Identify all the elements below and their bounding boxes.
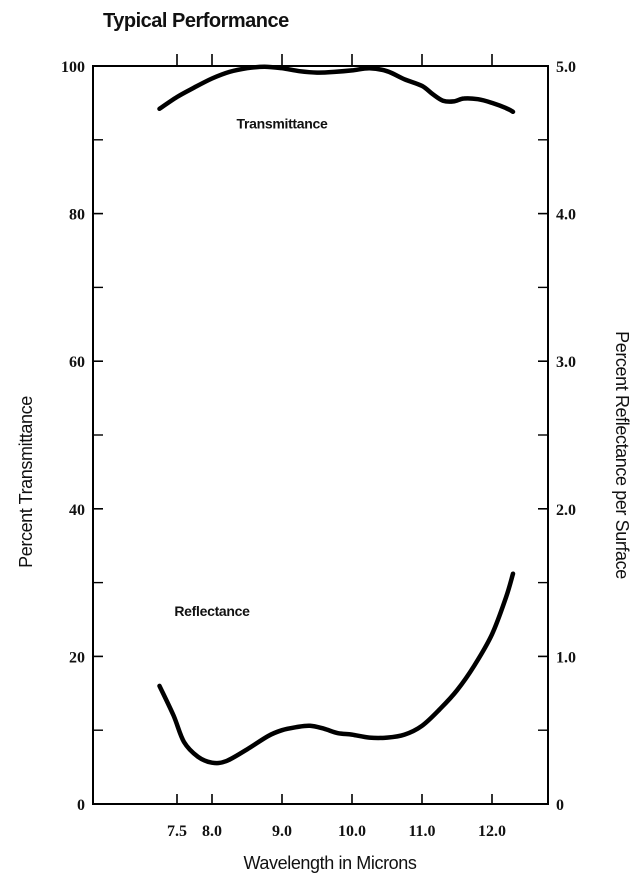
y2-tick-label-4: 4.0 bbox=[556, 207, 576, 224]
x-tick-label-0: 7.5 bbox=[167, 823, 187, 840]
x-axis-title: Wavelength in Microns bbox=[243, 853, 416, 873]
y2-tick-label-2: 2.0 bbox=[556, 502, 576, 519]
y-tick-label-0: 0 bbox=[77, 797, 85, 814]
series-line-reflectance bbox=[157, 571, 516, 766]
chart-title: Typical Performance bbox=[103, 10, 289, 32]
y-tick-label-4: 80 bbox=[69, 207, 85, 224]
y2-tick-label-0: 0 bbox=[556, 797, 564, 814]
annotation-transmittance: Transmittance bbox=[236, 116, 328, 132]
y2-axis-title: Percent Reflectance per Surface bbox=[612, 331, 632, 579]
y-tick-label-2: 40 bbox=[69, 502, 85, 519]
y-axis-title: Percent Transmittance bbox=[16, 396, 36, 568]
x-tick-label-1: 8.0 bbox=[202, 823, 222, 840]
annotation-reflectance: Reflectance bbox=[174, 603, 250, 619]
y2-tick-label-1: 1.0 bbox=[556, 649, 576, 666]
y-tick-label-1: 20 bbox=[69, 649, 85, 666]
y2-tick-label-5: 5.0 bbox=[556, 59, 576, 76]
x-tick-label-4: 11.0 bbox=[408, 823, 435, 840]
x-tick-label-2: 9.0 bbox=[272, 823, 292, 840]
y-tick-label-3: 60 bbox=[69, 354, 85, 371]
x-tick-label-3: 10.0 bbox=[338, 823, 366, 840]
series-layer bbox=[157, 64, 516, 766]
tick-layer: 0 20 40 60 80 100 0 1.0 2.0 3.0 4.0 5.0 7.5 8.0 9.0 10.… bbox=[61, 54, 576, 840]
y2-tick-label-3: 3.0 bbox=[556, 354, 576, 371]
series-line-transmittance bbox=[157, 64, 516, 115]
x-tick-label-5: 12.0 bbox=[478, 823, 506, 840]
y-tick-label-5: 100 bbox=[61, 59, 85, 76]
